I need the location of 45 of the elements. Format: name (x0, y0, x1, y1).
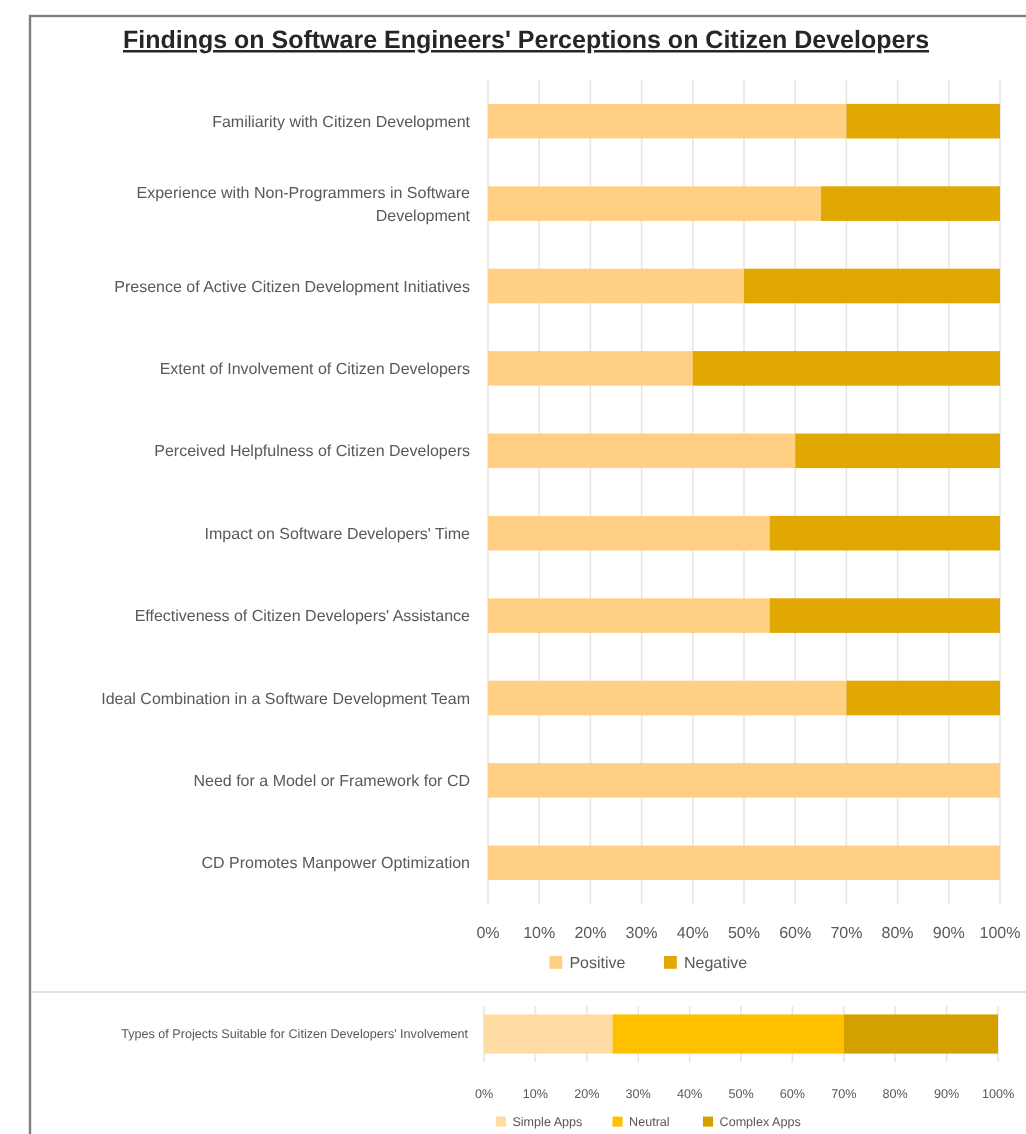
x-tick-label: 50% (727, 924, 761, 942)
y-tick-label: Familiarity with Citizen Development (212, 112, 472, 131)
x-tick-label: 60% (779, 924, 812, 942)
y-tick-label: Ideal Combination in a Software Development Team (101, 689, 471, 708)
bar (843, 1014, 998, 1054)
y-tick-label: Need for a Model or Framework for CD (193, 772, 471, 790)
bar (488, 268, 744, 304)
bar (488, 680, 847, 716)
y-tick-label: Presence of Active Citizen Development Initiatives (114, 277, 470, 296)
bar (488, 103, 847, 139)
x-tick-label: 30% (625, 924, 658, 942)
bar (612, 1014, 844, 1054)
x-tick-label: 40% (676, 924, 709, 942)
y-tick-label: Perceived Helpfulness of Citizen Developers (154, 442, 470, 461)
bar (488, 598, 770, 633)
bar (744, 268, 1000, 304)
bar (769, 598, 1000, 633)
y-tick-label: Impact on Software Developers' Time (204, 524, 472, 543)
bar (846, 680, 1000, 716)
y-tick-label: CD Promotes Manpower Optimization (201, 854, 470, 873)
bar (820, 186, 1000, 221)
bar (692, 351, 1000, 386)
x-tick-label: 70% (830, 924, 863, 942)
x-tick-label: 100% (979, 924, 1021, 942)
y-tick-label: Effectiveness of Citizen Developers' Assistance (134, 607, 472, 626)
x-tick-label: 10% (523, 924, 556, 942)
bar (488, 351, 693, 386)
bar (488, 186, 821, 221)
bar (488, 515, 770, 551)
bar (484, 1014, 613, 1054)
bar (795, 433, 1000, 469)
bar (846, 103, 1000, 139)
bar (769, 515, 1000, 551)
chart-title: Findings on Software Engineers' Perceptions on Citizen Developers (122, 26, 930, 54)
legend-label: Negative (684, 954, 749, 972)
x-tick-label: 90% (932, 924, 965, 942)
x-tick-label: 80% (881, 924, 914, 942)
x-tick-label: 20% (574, 924, 607, 942)
bar (488, 845, 1000, 881)
y-tick-label: Experience with Non-Programmers in Software Development (136, 183, 472, 225)
x-tick-label: 0% (476, 924, 500, 942)
y-tick-label: Extent of Involvement of Citizen Developers (159, 360, 470, 378)
legend-label: Positive (569, 954, 627, 972)
bar (488, 433, 796, 469)
bar (488, 763, 1000, 798)
